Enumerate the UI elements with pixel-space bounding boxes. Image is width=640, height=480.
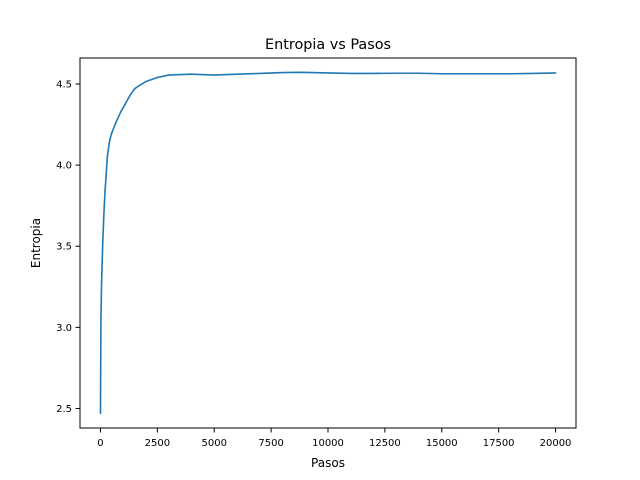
x-tick-label: 15000: [426, 438, 458, 449]
x-tick-label: 0: [97, 438, 103, 449]
y-axis: 2.5 3.0 3.5 4.0 4.5: [56, 79, 80, 415]
x-tick-label: 7500: [258, 438, 283, 449]
x-tick-label: 12500: [369, 438, 401, 449]
y-tick-label: 4.0: [56, 161, 72, 172]
x-tick-label: 20000: [540, 438, 572, 449]
series-line-0: [99, 71, 557, 415]
x-tick-label: 5000: [202, 438, 227, 449]
y-tick-label: 2.5: [56, 404, 72, 415]
x-tick-label: 2500: [145, 438, 170, 449]
x-tick-label: 17500: [483, 438, 515, 449]
y-tick-label: 3.0: [56, 323, 72, 334]
y-axis-label: Entropia: [29, 218, 43, 268]
y-tick-label: 3.5: [56, 242, 72, 253]
x-tick-label: 10000: [312, 438, 344, 449]
plot-background: [80, 58, 576, 428]
y-tick-label: 4.5: [56, 79, 72, 90]
x-axis-label: Pasos: [311, 456, 345, 470]
x-axis: 0 2500 5000 7500 10000 12500 15000 17500 20000: [97, 428, 571, 449]
series-layer: [99, 71, 557, 415]
chart-title: Entropia vs Pasos: [265, 37, 391, 53]
plot-area: [79, 57, 577, 429]
